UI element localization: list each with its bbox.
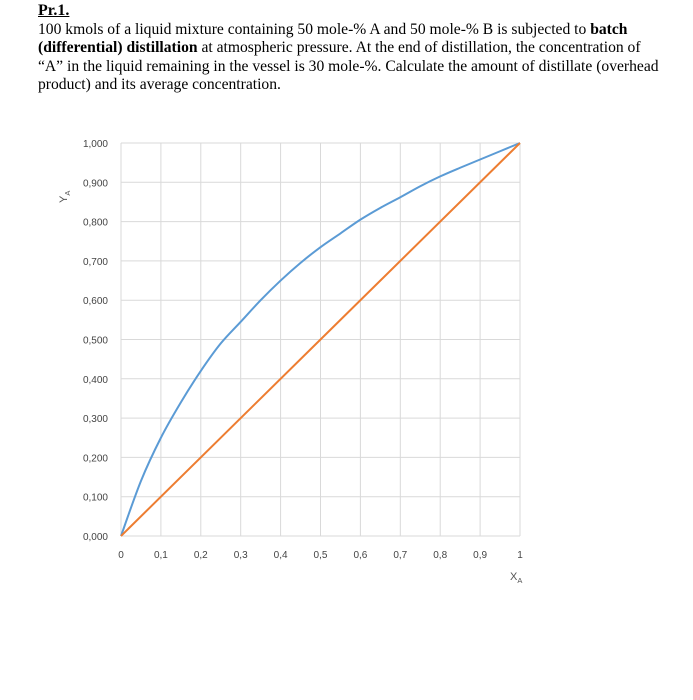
y-tick-label: 0,400 bbox=[83, 375, 108, 386]
y-tick-label: 0,800 bbox=[83, 218, 108, 229]
chart-series bbox=[120, 142, 521, 537]
y-tick-label: 0,100 bbox=[83, 493, 108, 504]
y-tick-label: 0,500 bbox=[83, 336, 108, 347]
problem-text-1: 100 kmols of a liquid mixture containing… bbox=[38, 20, 591, 38]
problem-text-2: at atmospheric pressure. At the end of d… bbox=[38, 39, 659, 94]
x-tick-label: 0,3 bbox=[234, 550, 248, 561]
y-tick-label: 0,700 bbox=[83, 257, 108, 268]
problem-statement: Pr.1. 100 kmols of a liquid mixture cont… bbox=[38, 2, 668, 95]
problem-title: Pr.1. bbox=[38, 2, 70, 19]
y-tick-label: 0,200 bbox=[83, 453, 108, 464]
x-tick-label: 0 bbox=[118, 550, 124, 561]
x-tick-label: 0,4 bbox=[274, 550, 288, 561]
y-tick-label: 0,300 bbox=[83, 414, 108, 425]
svg-text:YA: YA bbox=[58, 191, 72, 203]
x-tick-label: 0,1 bbox=[154, 550, 168, 561]
x-tick-label: 0,8 bbox=[433, 550, 447, 561]
y-tick-label: 1,000 bbox=[83, 139, 108, 150]
x-tick-label: 1 bbox=[517, 550, 523, 561]
problem-bold-text: batch (differential) distillation bbox=[38, 20, 628, 57]
x-tick-label: 0,5 bbox=[314, 550, 328, 561]
y-tick-label: 0,000 bbox=[83, 532, 108, 543]
x-tick-label: 0,6 bbox=[353, 550, 367, 561]
x-tick-label: 0,9 bbox=[473, 550, 487, 561]
y-axis-label: YA bbox=[58, 191, 72, 203]
x-tick-labels: 0 0,1 0,2 0,3 0,4 0,5 0,6 0,7 0,8 0,9 1 bbox=[118, 550, 523, 561]
y-tick-labels: 0,000 0,100 0,200 0,300 0,400 0,500 0,600 0,700… bbox=[83, 139, 108, 543]
x-tick-label: 0,7 bbox=[393, 550, 407, 561]
equilibrium-curve bbox=[120, 142, 521, 537]
x-axis-label: XA bbox=[510, 571, 522, 585]
y-tick-label: 0,900 bbox=[83, 178, 108, 189]
chart-grid bbox=[120, 142, 521, 537]
diagonal-line bbox=[120, 142, 521, 537]
x-tick-label: 0,2 bbox=[194, 550, 208, 561]
y-tick-label: 0,600 bbox=[83, 296, 108, 307]
